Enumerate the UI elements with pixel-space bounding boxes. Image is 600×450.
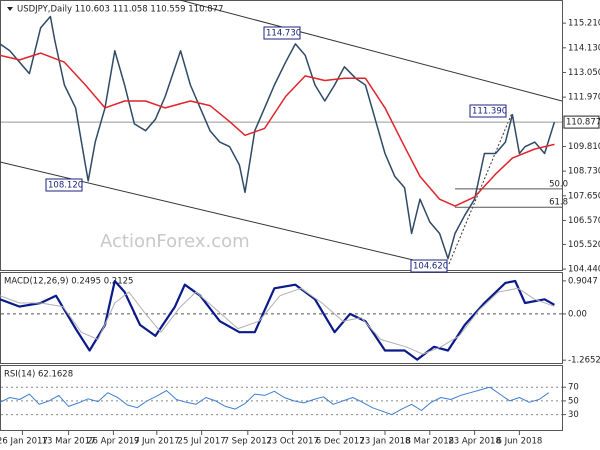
x-tick-label: 7 Sep 2017 bbox=[224, 437, 272, 447]
y-tick-label: 0.9047 bbox=[568, 276, 598, 286]
x-tick-label: 9 Jun 2017 bbox=[134, 437, 180, 447]
y-tick-label: 113.050 bbox=[568, 68, 600, 78]
x-tick-label: 23 Oct 2017 bbox=[266, 437, 319, 447]
annotation: 114.730 bbox=[266, 29, 301, 39]
series-line bbox=[0, 287, 555, 355]
rsi-title: RSI(14) 62.1628 bbox=[4, 370, 73, 380]
series-line bbox=[0, 15, 556, 260]
y-tick-label: 115.210 bbox=[568, 19, 600, 29]
macd-panel bbox=[0, 272, 563, 364]
price-panel bbox=[0, 0, 563, 271]
channel-top bbox=[179, 0, 563, 102]
x-tick-label: 23 Jan 2018 bbox=[360, 437, 411, 447]
x-tick-label: 13 Mar 2017 bbox=[42, 437, 96, 447]
x-tick-label: 26 Jan 2017 bbox=[0, 437, 48, 447]
y-tick-label: 30 bbox=[568, 410, 579, 420]
annotation: 111.390 bbox=[472, 107, 507, 117]
annotation-box bbox=[45, 178, 83, 192]
fib-label: 61.8 bbox=[549, 198, 568, 208]
y-tick-label: 105.520 bbox=[568, 240, 600, 250]
annotation: 104.620 bbox=[413, 262, 448, 272]
title-marker bbox=[7, 7, 13, 11]
y-tick-label: 106.570 bbox=[568, 216, 600, 226]
annotation-box bbox=[469, 104, 507, 118]
series-line bbox=[0, 52, 555, 207]
x-tick-label: 6 Jun 2018 bbox=[497, 437, 543, 447]
annotation-box bbox=[263, 26, 301, 40]
x-tick-label: 6 Dec 2017 bbox=[316, 437, 365, 447]
y-tick-label: 114.130 bbox=[568, 43, 600, 53]
y-tick-label: 108.730 bbox=[568, 167, 600, 177]
series-line bbox=[0, 279, 555, 361]
x-tick-label: 25 Jul 2017 bbox=[178, 437, 226, 447]
channel-bottom bbox=[0, 161, 448, 269]
y-tick-label: 107.650 bbox=[568, 191, 600, 201]
y-tick-label: 104.440 bbox=[568, 265, 600, 275]
x-tick-label: 23 Apr 2018 bbox=[448, 437, 501, 447]
y-tick-label: 70 bbox=[568, 383, 579, 393]
watermark: ActionForex.com bbox=[100, 231, 250, 252]
x-tick-label: 26 Apr 2017 bbox=[87, 437, 140, 447]
annotation: 108.120 bbox=[48, 181, 83, 191]
y-tick-label: 111.970 bbox=[568, 93, 600, 103]
price-title: USDJPY,Daily 110.603 111.058 110.559 110… bbox=[17, 5, 223, 15]
current-price-box bbox=[563, 115, 600, 129]
macd-title: MACD(12,26,9) 0.2495 0.2125 bbox=[4, 277, 133, 287]
y-tick-label: 109.810 bbox=[568, 142, 600, 152]
x-tick-label: 8 Mar 2018 bbox=[406, 437, 454, 447]
series-line bbox=[0, 386, 550, 416]
current-price-label: 110.877 bbox=[566, 118, 600, 128]
y-tick-label: 0.00 bbox=[568, 309, 587, 319]
annotation-box bbox=[410, 259, 448, 273]
fib-label: 50.0 bbox=[549, 179, 568, 189]
y-tick-label: 50 bbox=[568, 396, 579, 406]
y-tick-label: -1.2652 bbox=[568, 356, 600, 366]
rsi-panel bbox=[0, 365, 563, 431]
